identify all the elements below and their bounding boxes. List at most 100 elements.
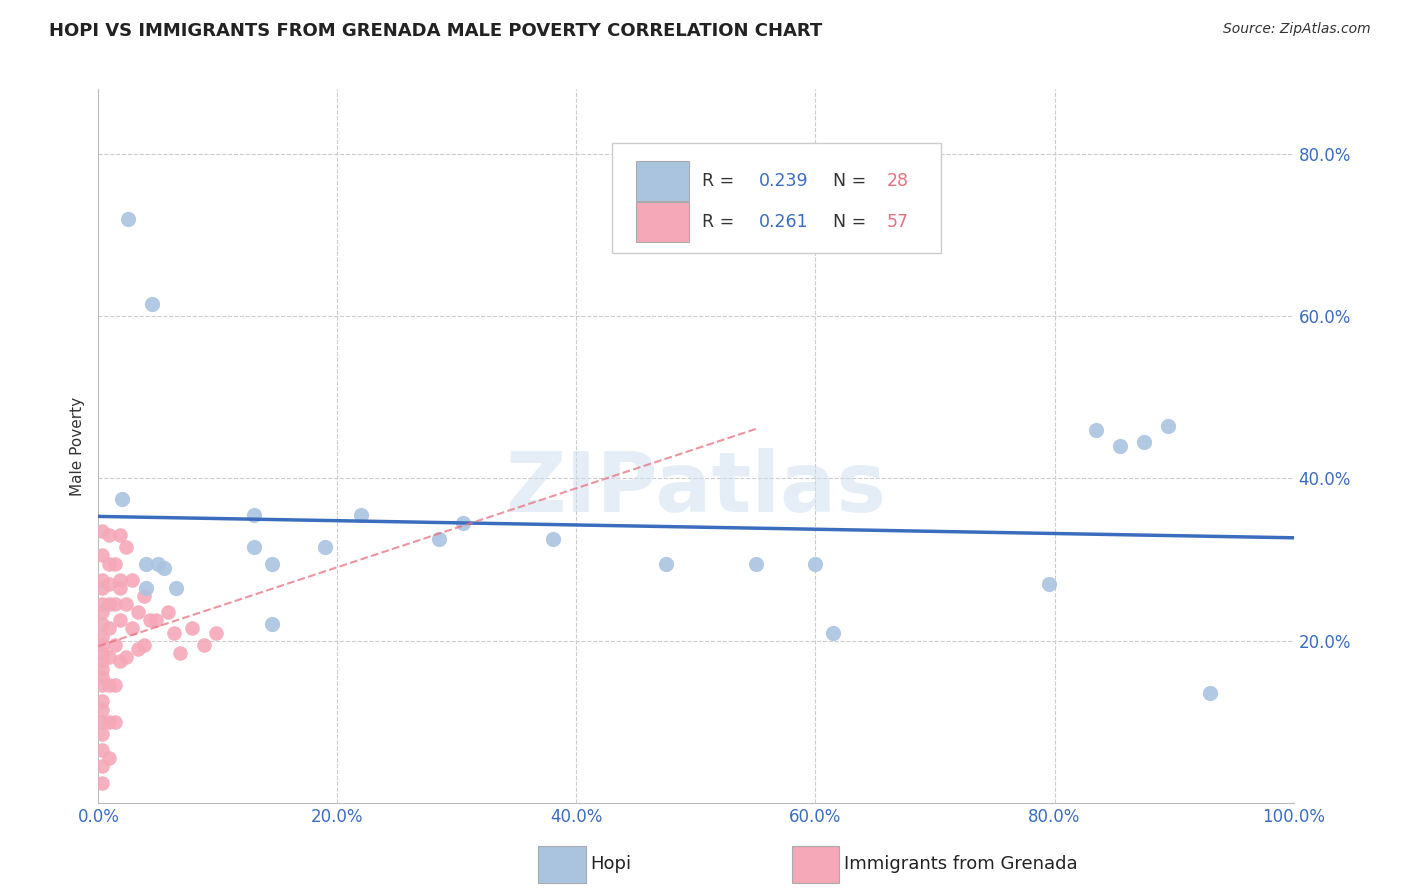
Text: N =: N = (834, 172, 872, 190)
Point (1157, 418, 1180, 433)
Point (91, 597, 114, 611)
Point (180, 622, 202, 636)
Point (451, 516, 474, 530)
Point (111, 491, 134, 506)
Point (1085, 423, 1108, 437)
Point (139, 613, 162, 627)
Point (260, 617, 283, 632)
Point (156, 605, 179, 619)
Point (804, 557, 827, 571)
Text: HOPI VS IMMIGRANTS FROM GRENADA MALE POVERTY CORRELATION CHART: HOPI VS IMMIGRANTS FROM GRENADA MALE POV… (49, 22, 823, 40)
Point (91, 775, 114, 789)
Text: 57: 57 (887, 213, 910, 231)
Point (243, 508, 266, 522)
Point (98, 557, 121, 571)
Point (169, 646, 191, 660)
Point (91, 638, 114, 652)
Point (115, 597, 138, 611)
Point (98, 597, 121, 611)
Text: Source: ZipAtlas.com: Source: ZipAtlas.com (1223, 22, 1371, 37)
Point (193, 638, 215, 652)
Point (165, 581, 187, 595)
Point (132, 638, 155, 652)
Text: 0.239: 0.239 (759, 172, 808, 190)
Point (91, 630, 114, 644)
Point (91, 617, 114, 632)
Point (541, 533, 564, 547)
Text: 28: 28 (887, 172, 910, 190)
Text: Hopi: Hopi (591, 855, 631, 873)
Point (127, 605, 149, 619)
Point (104, 557, 127, 571)
Point (163, 625, 186, 640)
Point (98, 622, 121, 636)
Point (104, 638, 127, 652)
Point (655, 557, 678, 571)
Point (91, 662, 114, 676)
Point (104, 678, 127, 692)
Point (127, 641, 149, 656)
Point (104, 714, 127, 729)
Point (260, 557, 283, 571)
Point (135, 557, 157, 571)
Point (115, 649, 138, 664)
FancyBboxPatch shape (637, 202, 689, 242)
Point (115, 541, 138, 555)
Point (350, 508, 373, 522)
Point (98, 649, 121, 664)
Point (91, 727, 114, 741)
Point (153, 560, 176, 574)
Point (91, 678, 114, 692)
Point (121, 573, 143, 587)
Point (91, 654, 114, 668)
Point (745, 557, 768, 571)
Text: R =: R = (702, 213, 740, 231)
Point (108, 654, 131, 668)
Point (91, 702, 114, 716)
Text: 0.261: 0.261 (759, 213, 808, 231)
FancyBboxPatch shape (637, 161, 689, 202)
Point (243, 541, 266, 555)
Point (91, 694, 114, 708)
Y-axis label: Male Poverty: Male Poverty (70, 396, 86, 496)
Point (108, 573, 131, 587)
Point (91, 549, 114, 563)
Point (1198, 686, 1220, 700)
Point (91, 743, 114, 757)
Point (91, 524, 114, 538)
Point (315, 541, 337, 555)
Text: ZIPatlas: ZIPatlas (506, 449, 886, 529)
Point (204, 625, 226, 640)
Point (98, 528, 121, 542)
Point (91, 581, 114, 595)
Point (91, 714, 114, 729)
Point (108, 528, 131, 542)
Point (117, 211, 139, 226)
Text: Immigrants from Grenada: Immigrants from Grenada (844, 855, 1077, 873)
FancyBboxPatch shape (613, 143, 941, 253)
Point (104, 597, 127, 611)
Point (1133, 434, 1156, 449)
Point (132, 589, 155, 603)
Point (121, 622, 143, 636)
Point (1109, 439, 1132, 453)
Point (427, 533, 450, 547)
Point (135, 581, 157, 595)
Point (91, 759, 114, 773)
Point (148, 557, 170, 571)
Text: R =: R = (702, 172, 740, 190)
Point (98, 751, 121, 765)
Point (145, 613, 167, 627)
Point (823, 625, 845, 640)
Point (91, 605, 114, 619)
Point (91, 646, 114, 660)
Point (108, 613, 131, 627)
Point (91, 573, 114, 587)
Point (1038, 577, 1060, 591)
Text: N =: N = (834, 213, 872, 231)
Point (108, 581, 131, 595)
Point (91, 670, 114, 684)
Point (98, 678, 121, 692)
Point (98, 577, 121, 591)
Point (141, 297, 163, 311)
